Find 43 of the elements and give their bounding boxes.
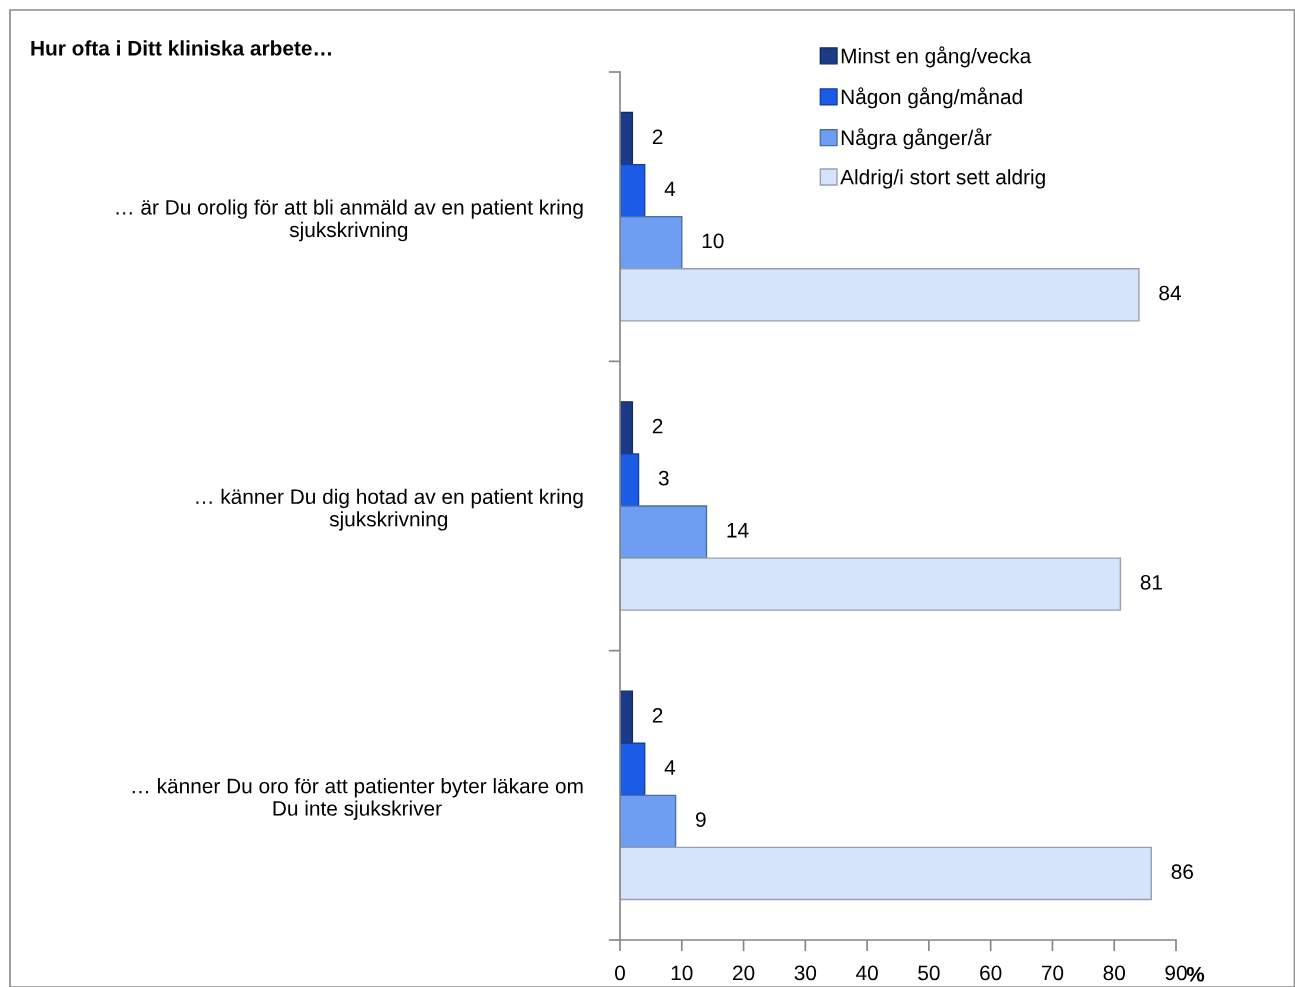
x-tick-label: 60 <box>980 965 1002 981</box>
bar <box>620 453 640 507</box>
x-tick-label: 70 <box>1041 965 1064 981</box>
x-tick-label: 20 <box>733 965 755 981</box>
x-tick-label: 10 <box>671 965 693 981</box>
bar <box>620 794 677 849</box>
x-tick-label: 30 <box>794 965 817 981</box>
data-label: 2 <box>652 708 663 723</box>
bar <box>620 557 1122 611</box>
legend-label: Någon gång/månad <box>841 87 1022 109</box>
data-label: 2 <box>652 418 663 434</box>
x-tick-label: 0 <box>615 965 625 981</box>
y-tick-label: … är Du orolig för att bli anmäld av en patient kring sjukskrivning <box>116 199 583 242</box>
data-label: 81 <box>1140 574 1162 590</box>
bar <box>620 846 1152 901</box>
data-label: 9 <box>696 812 706 827</box>
data-label: 4 <box>664 181 676 197</box>
data-label: 84 <box>1159 285 1181 301</box>
x-tick-label: 90 <box>1165 965 1187 981</box>
bar <box>620 163 646 218</box>
data-label: 14 <box>727 523 749 538</box>
data-label: 2 <box>652 129 663 144</box>
bar <box>620 505 708 559</box>
bar <box>620 268 1140 322</box>
bar <box>620 215 683 270</box>
bar <box>620 111 634 166</box>
x-tick-label: 80 <box>1103 965 1125 981</box>
x-tick-label: 50 <box>918 965 940 981</box>
x-tick-label: 40 <box>856 965 878 981</box>
legend-label: Några gånger/år <box>841 128 992 150</box>
data-label: 4 <box>664 760 676 775</box>
bar <box>620 401 634 455</box>
y-tick-label: … känner Du oro för att patienter byter läkare om Du inte sjukskriver <box>132 778 583 820</box>
bar <box>620 690 634 744</box>
x-axis-title: % <box>1186 966 1205 982</box>
y-tick-label: … känner Du dig hotad av en patient kring sjukskrivning <box>196 488 583 531</box>
data-label: 86 <box>1171 864 1193 880</box>
data-label: 3 <box>658 470 669 486</box>
data-label: 10 <box>702 233 724 249</box>
legend-label: Aldrig/i stort sett aldrig <box>840 169 1045 189</box>
text: Hur ofta i Ditt kliniska arbete… <box>31 40 331 56</box>
bar <box>620 742 646 797</box>
legend-label: Minst en gång/vecka <box>841 46 1032 68</box>
